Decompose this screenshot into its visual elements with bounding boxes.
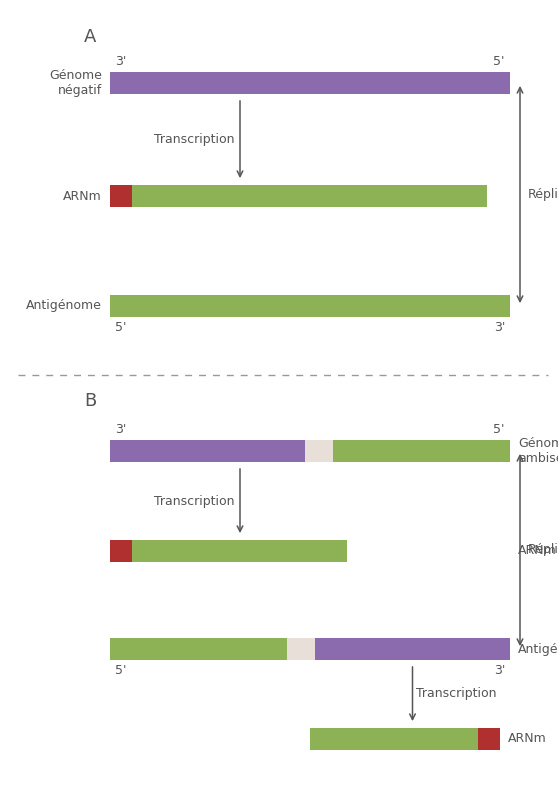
Text: Génome
négatif: Génome négatif	[49, 69, 102, 97]
Text: ARNm: ARNm	[518, 545, 557, 557]
Text: Réplication: Réplication	[528, 544, 558, 557]
Text: 3': 3'	[494, 664, 505, 677]
Bar	[110, 440, 305, 462]
Bar	[310, 728, 478, 750]
Text: 3': 3'	[115, 423, 126, 436]
Text: Antigénome: Antigénome	[518, 642, 558, 656]
Bar	[478, 728, 500, 750]
Text: 5': 5'	[115, 664, 127, 677]
Text: 3': 3'	[494, 321, 505, 334]
Text: A: A	[84, 28, 96, 46]
Bar	[110, 72, 510, 94]
Text: Génome
ambisens: Génome ambisens	[518, 437, 558, 465]
Text: ARNm: ARNm	[508, 733, 547, 746]
Text: Antigénome: Antigénome	[26, 299, 102, 313]
Bar	[333, 440, 510, 462]
Text: B: B	[84, 392, 96, 410]
Text: Réplication: Réplication	[528, 188, 558, 201]
Bar	[287, 638, 315, 660]
Text: Transcription: Transcription	[153, 495, 234, 507]
Text: Transcription: Transcription	[416, 688, 497, 700]
Text: Transcription: Transcription	[153, 133, 234, 146]
Text: ARNm: ARNm	[63, 190, 102, 202]
Bar	[110, 185, 132, 207]
Bar	[315, 638, 510, 660]
Text: 5': 5'	[115, 321, 127, 334]
Bar	[110, 540, 132, 562]
Text: 5': 5'	[493, 423, 505, 436]
Bar	[110, 638, 287, 660]
Bar	[305, 440, 333, 462]
Bar	[132, 185, 487, 207]
Bar	[110, 295, 510, 317]
Text: 5': 5'	[493, 55, 505, 68]
Text: 3': 3'	[115, 55, 126, 68]
Bar	[132, 540, 347, 562]
